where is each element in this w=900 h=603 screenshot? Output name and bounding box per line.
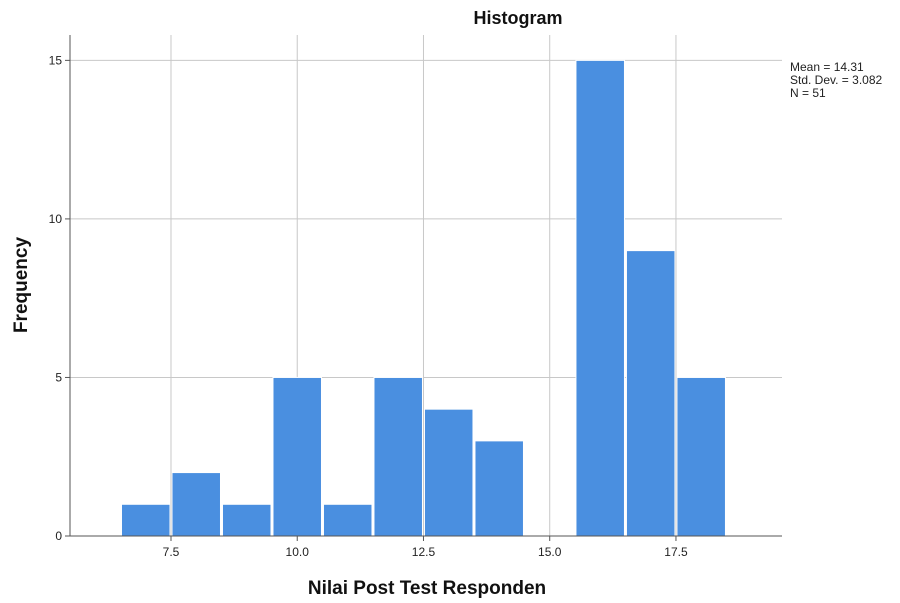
x-tick-label: 7.5 xyxy=(163,545,180,559)
histogram-bar xyxy=(171,472,221,537)
y-tick-label: 10 xyxy=(49,212,63,226)
histogram-bar xyxy=(676,376,726,537)
histogram-bar xyxy=(625,250,676,537)
y-axis-label: Frequency xyxy=(11,237,32,334)
histogram-bar xyxy=(120,503,171,537)
x-tick-labels: 7.5 10.0 12.5 15.0 17.5 xyxy=(163,545,688,559)
y-tick-label: 15 xyxy=(49,53,63,67)
histogram-bar xyxy=(272,376,322,537)
stat-mean: Mean = 14.31 xyxy=(790,60,864,74)
histogram-bar xyxy=(322,503,373,537)
histogram-bars xyxy=(120,59,726,537)
statistics-box: Mean = 14.31 Std. Dev. = 3.082 N = 51 xyxy=(790,60,882,100)
x-tick-label: 10.0 xyxy=(286,545,310,559)
histogram-bar xyxy=(423,408,474,537)
x-tick-label: 15.0 xyxy=(538,545,562,559)
y-tick-label: 5 xyxy=(55,370,62,384)
x-tick-label: 17.5 xyxy=(664,545,688,559)
histogram-bar xyxy=(474,440,524,537)
axes xyxy=(65,35,782,541)
stat-std-dev: Std. Dev. = 3.082 xyxy=(790,73,882,87)
y-tick-labels: 0 5 10 15 xyxy=(49,53,63,543)
stat-n: N = 51 xyxy=(790,86,826,100)
chart-title: Histogram xyxy=(473,8,562,28)
x-tick-label: 12.5 xyxy=(412,545,436,559)
y-tick-label: 0 xyxy=(55,529,62,543)
histogram-bar xyxy=(575,59,625,537)
x-axis-label: Nilai Post Test Responden xyxy=(308,578,546,599)
histogram-bar xyxy=(373,376,423,537)
histogram-bar xyxy=(221,503,272,537)
